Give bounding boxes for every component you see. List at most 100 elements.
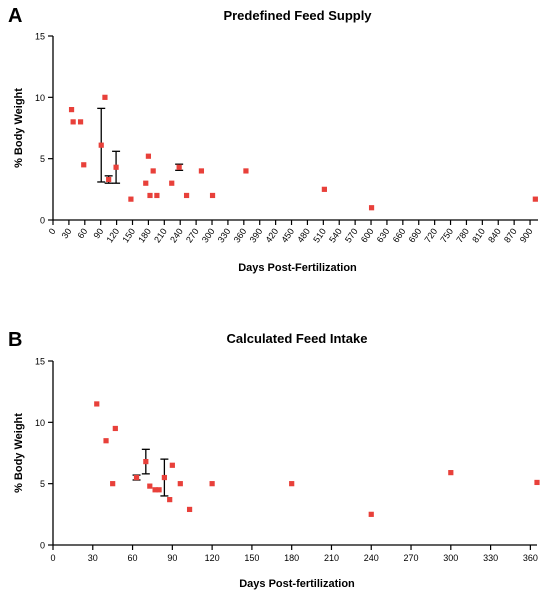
chart-1-x-tick-label: 600 — [359, 226, 376, 244]
chart-2-data-point — [133, 474, 140, 481]
chart-2-x-tick-label: 270 — [404, 553, 419, 563]
chart-1-x-tick-label: 690 — [407, 226, 424, 244]
chart-1-data-point — [198, 168, 205, 174]
chart-1-data-point — [321, 186, 327, 192]
chart-1-x-tick-label: 0 — [47, 226, 58, 236]
chart-2-title: Calculated Feed Intake — [227, 331, 368, 346]
chart-1-x-tick-label: 870 — [502, 226, 519, 244]
chart-2-x-tick-label: 0 — [50, 553, 55, 563]
chart-1-x-tick-label: 180 — [136, 226, 153, 244]
chart-2-x-tick-label: 330 — [483, 553, 498, 563]
chart-2-y-tick-label: 15 — [35, 357, 45, 367]
chart-2-data-point — [161, 474, 167, 481]
chart-1-data-point — [77, 119, 84, 125]
chart-2-data-point — [209, 481, 215, 487]
chart-2-data-point — [289, 481, 295, 487]
chart-1-x-tick-label: 120 — [104, 226, 121, 244]
chart-1-y-tick-label: 15 — [35, 32, 45, 42]
chart-1-y-tick-label: 5 — [40, 154, 45, 164]
chart-2-data-point — [152, 487, 158, 493]
chart-1-y-tick-label: 0 — [40, 216, 45, 226]
chart-2-data-point — [534, 479, 540, 486]
chart-2-y-tick-label: 10 — [35, 418, 45, 428]
chart-2-data-point — [143, 458, 149, 465]
chart-2-x-tick-label: 120 — [205, 553, 220, 563]
chart-2-data-point — [112, 425, 118, 432]
chart-1-x-tick-label: 360 — [232, 226, 249, 244]
chart-1-data-point — [209, 192, 216, 199]
chart-1-x-tick-label: 480 — [295, 226, 312, 244]
chart-2-data-point — [177, 481, 183, 487]
chart-1-x-tick-label: 840 — [486, 226, 503, 244]
chart-1-x-tick-label: 270 — [184, 226, 201, 244]
chart-1-x-axis-label: Days Post-Fertilization — [238, 262, 357, 274]
chart-2-x-axis-label: Days Post-fertilization — [239, 578, 355, 590]
chart-2-y-tick-label: 0 — [40, 541, 45, 551]
chart-1-x-tick-label: 150 — [120, 226, 137, 244]
chart-2-y-tick-label: 5 — [40, 479, 45, 489]
chart-1-data-point — [147, 192, 153, 199]
chart-1-data-point — [143, 180, 149, 186]
chart-1-x-tick-label: 390 — [248, 226, 265, 244]
chart-2-x-tick-label: 60 — [128, 553, 138, 563]
chart-1-x-tick-label: 810 — [470, 226, 487, 244]
chart-1-x-tick-label: 420 — [263, 226, 280, 244]
chart-2-x-tick-label: 300 — [443, 553, 458, 563]
chart-2-data-point — [169, 462, 175, 468]
chart-2-data-point — [156, 487, 162, 493]
chart-1-x-tick-label: 570 — [343, 226, 360, 244]
chart-2-data-point — [448, 470, 454, 476]
chart-1-data-point — [243, 168, 249, 174]
chart-1-panel-letter: A — [8, 5, 22, 27]
chart-1-x-tick-label: 450 — [279, 226, 296, 244]
chart-1-x-tick-label: 210 — [152, 226, 169, 244]
chart-1-data-point — [176, 164, 182, 170]
chart-1-x-tick-label: 300 — [200, 226, 217, 244]
chart-1-title: Predefined Feed Supply — [223, 8, 372, 23]
chart-1-data-point — [532, 196, 538, 202]
chart-2-data-point — [110, 481, 116, 487]
chart-1-data-point — [183, 192, 190, 199]
chart-1-x-tick-label: 720 — [422, 226, 439, 244]
chart-1-x-tick-label: 660 — [391, 226, 408, 244]
chart-1-x-tick-label: 750 — [438, 226, 455, 244]
chart-1-x-tick-label: 900 — [518, 226, 535, 244]
chart-1-x-tick-label: 60 — [76, 226, 90, 240]
chart-1-data-point — [81, 162, 87, 168]
chart-2-data-point — [167, 497, 173, 503]
chart-2-data-point — [94, 401, 100, 407]
chart-1-data-point — [169, 180, 175, 186]
chart-1-data-point — [68, 107, 75, 113]
chart-1-data-point — [145, 153, 152, 159]
chart-1-x-tick-label: 630 — [375, 226, 392, 244]
chart-1-data-point — [368, 205, 375, 211]
chart-2-x-tick-label: 30 — [88, 553, 98, 563]
chart-1-data-point — [98, 142, 104, 148]
chart-2-data-point — [103, 438, 109, 444]
chart-2-x-tick-label: 240 — [364, 553, 379, 563]
chart-2-x-tick-label: 360 — [523, 553, 538, 563]
chart-2-x-tick-label: 210 — [324, 553, 339, 563]
chart-1-x-tick-label: 780 — [454, 226, 471, 244]
chart-2-panel-letter: B — [8, 329, 22, 351]
chart-2-data-point — [186, 506, 193, 513]
chart-1-x-tick-label: 240 — [168, 226, 185, 244]
chart-1-x-tick-label: 330 — [216, 226, 233, 244]
chart-1-data-point — [128, 196, 134, 202]
chart-1-data-point — [150, 168, 156, 174]
chart-1-data-point — [154, 192, 160, 199]
chart-2-x-tick-label: 90 — [167, 553, 177, 563]
chart-2-x-tick-label: 150 — [244, 553, 259, 563]
chart-1-data-point — [102, 94, 108, 100]
chart-1-data-point — [113, 164, 119, 170]
chart-2-x-tick-label: 180 — [284, 553, 299, 563]
chart-1-x-tick-label: 30 — [60, 226, 74, 240]
chart-1-y-tick-label: 10 — [35, 93, 45, 103]
chart-2-data-point — [368, 511, 374, 517]
chart-2-y-axis-label: % Body Weight — [13, 413, 25, 493]
chart-2-data-point — [147, 483, 153, 489]
chart-1-y-axis-label: % Body Weight — [13, 88, 25, 168]
